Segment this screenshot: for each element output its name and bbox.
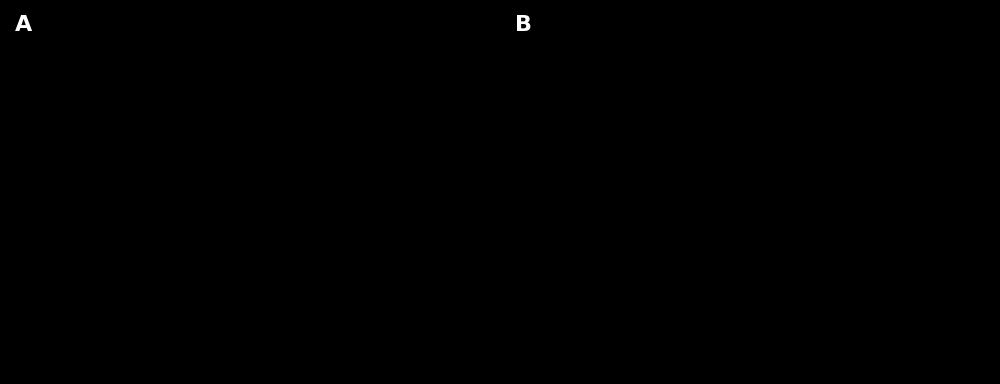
Text: B: B	[515, 15, 532, 35]
Text: A: A	[15, 15, 32, 35]
